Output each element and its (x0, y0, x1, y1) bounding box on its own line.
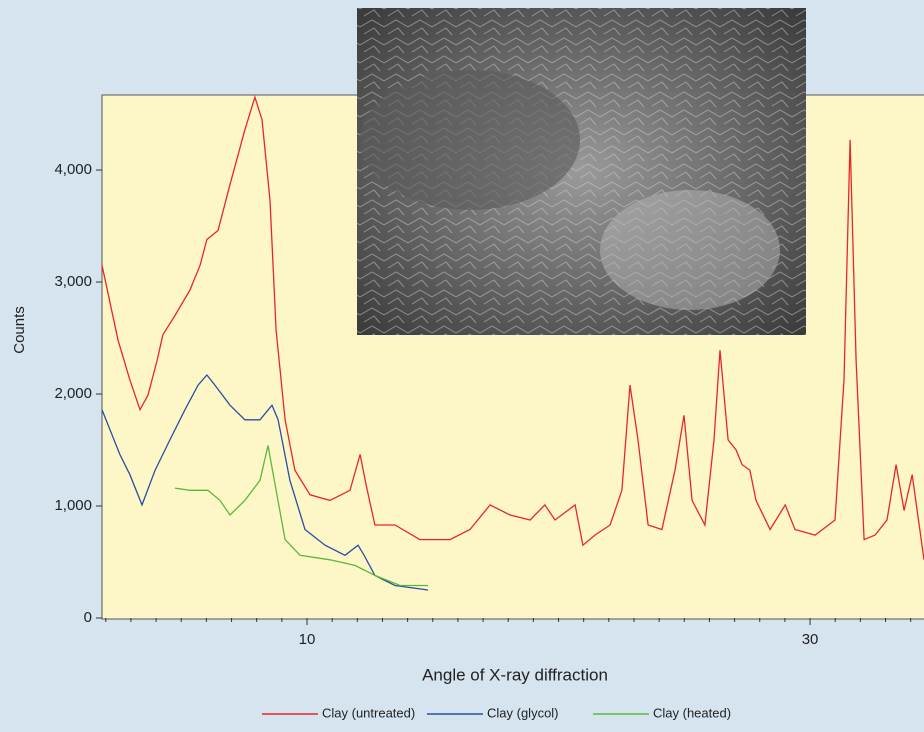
y-tick-label: 3,000 (54, 273, 92, 290)
y-tick-label: 2,000 (54, 385, 92, 402)
y-tick-label: 1,000 (54, 497, 92, 514)
x-axis-label: Angle of X-ray diffraction (422, 665, 608, 684)
series-line (101, 373, 429, 591)
sem-grain (360, 70, 580, 210)
legend-label: Clay (glycol) (487, 705, 559, 720)
y-axis-label: Counts (11, 306, 28, 354)
sem-inset (357, 8, 806, 335)
series-line (174, 445, 428, 587)
legend-label: Clay (heated) (653, 705, 731, 720)
legend-label: Clay (untreated) (322, 705, 415, 720)
y-tick-label: 0 (84, 609, 92, 626)
sem-grain (600, 190, 780, 310)
x-tick-label: 30 (802, 631, 819, 648)
x-tick-label: 10 (299, 631, 316, 648)
y-tick-label: 4,000 (54, 161, 92, 178)
series-line (101, 95, 924, 560)
